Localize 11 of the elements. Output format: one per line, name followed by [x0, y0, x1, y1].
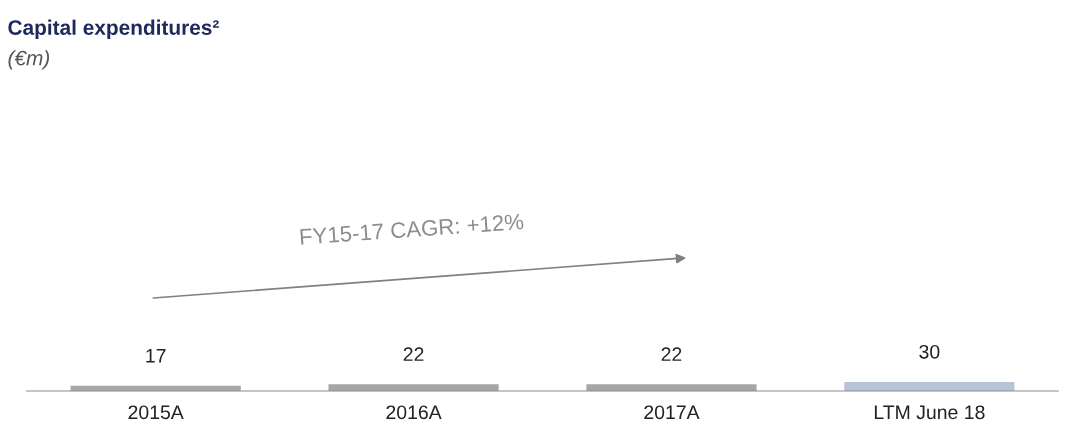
x-tick-label: 2016A [386, 405, 442, 420]
data-label: 22 [661, 347, 682, 361]
text: FY15-17 CAGR: +12% [300, 213, 524, 245]
x-tick-label: 2017A [644, 405, 700, 420]
x-tick-label: LTM June 18 [874, 405, 985, 420]
chart-title: Capital expenditures² [8, 19, 219, 40]
data-label: 17 [146, 349, 166, 363]
data-label: 30 [919, 344, 940, 359]
data-label: 22 [403, 347, 424, 361]
x-tick-label: 2015A [128, 405, 184, 420]
chart-subtitle: (€m) [8, 50, 50, 70]
